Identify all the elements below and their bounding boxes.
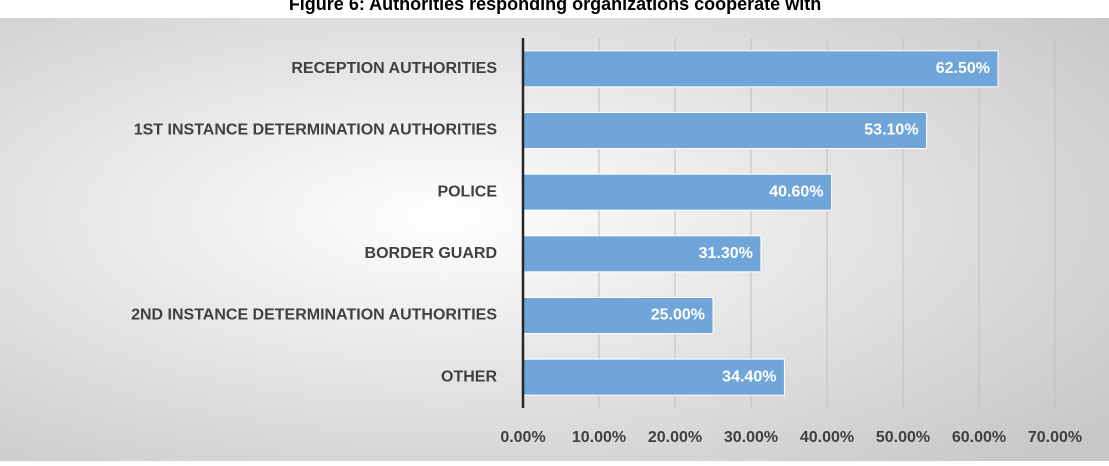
bar [522, 112, 928, 149]
x-tick-label: 30.00% [724, 429, 778, 446]
y-tick-label: RECEPTION AUTHORITIES [291, 60, 497, 77]
x-tick-label: 40.00% [800, 429, 854, 446]
x-tick-label: 10.00% [572, 429, 626, 446]
x-tick-label: 60.00% [952, 429, 1006, 446]
bar [522, 358, 785, 396]
y-tick-label: 1ST INSTANCE DETERMINATION AUTHORITIES [134, 122, 498, 139]
x-tick-label: 70.00% [1028, 429, 1082, 446]
bar [522, 173, 833, 211]
y-tick-label: 2ND INSTANCE DETERMINATION AUTHORITIES [131, 307, 497, 324]
x-tick-label: 20.00% [648, 429, 702, 446]
data-label: 62.50% [936, 60, 990, 77]
bar [522, 297, 714, 334]
y-tick-label: OTHER [441, 368, 497, 385]
data-label: 34.40% [722, 368, 776, 385]
x-tick-label: 50.00% [876, 429, 930, 446]
chart-title: Figure 6: Authorities responding organiz… [289, 0, 821, 14]
data-label: 40.60% [769, 183, 823, 200]
data-label: 53.10% [864, 122, 918, 139]
data-label: 31.30% [699, 245, 753, 262]
data-label: 25.00% [651, 307, 705, 324]
y-tick-label: POLICE [437, 183, 497, 200]
y-tick-label: BORDER GUARD [365, 245, 497, 262]
x-tick-label: 0.00% [500, 429, 545, 446]
bar [522, 50, 999, 88]
